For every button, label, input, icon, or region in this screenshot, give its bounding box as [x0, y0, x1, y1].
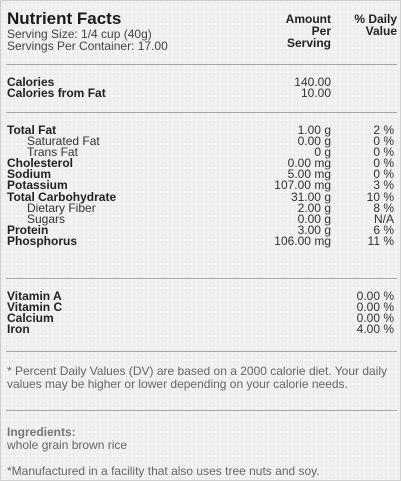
vitamin-row: Vitamin C 0.00 %	[7, 300, 397, 315]
fat-calories-label: Calories from Fat	[7, 86, 106, 101]
nutrient-daily-value: 0 %	[373, 156, 394, 171]
fat-calories-row: Calories from Fat 10.00	[7, 86, 397, 101]
daily-value-header: % Daily Value	[337, 13, 397, 37]
nutrient-daily-value: 6 %	[373, 222, 394, 237]
amount-header-line3: Serving	[286, 36, 331, 50]
nutrient-label: Cholesterol	[7, 156, 74, 171]
nutrient-row: Trans Fat 0 g 0 %	[7, 145, 397, 160]
divider	[6, 351, 397, 352]
ingredients-text: whole grain brown rice	[7, 438, 128, 452]
nutrient-label: Saturated Fat	[27, 134, 100, 149]
amount-per-serving-header: Amount Per Serving	[261, 13, 331, 49]
nutrient-label: Sugars	[27, 211, 66, 226]
nutrient-row: Protein 3.00 g 6 %	[7, 222, 397, 237]
vitamins-section: Vitamin A 0.00 % Vitamin C 0.00 % Calcium 0.0…	[7, 289, 397, 337]
amount-header-line2: Per	[311, 24, 331, 38]
nutrient-daily-value: 11 %	[367, 233, 394, 248]
vitamin-label: Vitamin C	[7, 300, 63, 315]
nutrient-row: Sodium 5.00 mg 0 %	[7, 167, 397, 182]
vitamin-label: Vitamin A	[7, 289, 62, 303]
nutrient-daily-value: 8 %	[373, 200, 394, 215]
nutrient-amount: 106.00 mg	[274, 233, 331, 248]
nutrient-amount: 0.00 mg	[287, 156, 331, 171]
nutrient-row: Dietary Fiber 2.00 g 8 %	[7, 200, 397, 215]
divider	[6, 278, 397, 279]
nutrient-label: Dietary Fiber	[27, 200, 96, 215]
nutrient-daily-value: 0 %	[373, 145, 394, 160]
nutrient-row: Total Carbohydrate 31.00 g 10 %	[7, 189, 397, 204]
calories-section: Calories 140.00 Calories from Fat 10.00	[7, 75, 397, 101]
nutrient-daily-value: 10 %	[366, 189, 394, 204]
vitamin-daily-value: 0.00 %	[356, 311, 394, 326]
nutrient-label: Trans Fat	[27, 145, 78, 160]
divider	[6, 112, 397, 113]
vitamin-label: Calcium	[7, 311, 54, 326]
nutrient-row: Cholesterol 0.00 mg 0 %	[7, 156, 397, 171]
nutrition-header: Nutrient Facts Serving Size: 1/4 cup (40…	[7, 9, 397, 59]
nutrient-amount: 2.00 g	[297, 200, 331, 215]
ingredients-heading: Ingredients:	[7, 425, 76, 439]
amount-header-line1: Amount	[285, 12, 331, 26]
nutrients-section: Total Fat 1.00 g 2 % Saturated Fat 0.00 g 0 %…	[7, 123, 397, 248]
fat-calories-value: 10.00	[300, 86, 331, 101]
vitamin-row: Calcium 0.00 %	[7, 311, 397, 326]
serving-size: Serving Size: 1/4 cup (40g)	[7, 27, 152, 41]
nutrient-amount: 1.00 g	[297, 123, 331, 137]
nutrient-amount: 31.00 g	[290, 189, 331, 204]
dv-header-line1: % Daily	[354, 12, 397, 26]
nutrient-label: Potassium	[7, 178, 68, 193]
nutrient-label: Phosphorus	[7, 233, 78, 248]
divider	[6, 64, 397, 65]
nutrient-label: Protein	[7, 222, 49, 237]
vitamin-row: Iron 4.00 %	[7, 322, 397, 337]
nutrient-amount: 0.00 g	[297, 211, 331, 226]
nutrient-label: Total Fat	[7, 123, 57, 137]
nutrient-row: Total Fat 1.00 g 2 %	[7, 123, 397, 137]
nutrient-amount: 5.00 mg	[287, 167, 331, 182]
calories-label: Calories	[7, 75, 55, 89]
facility-note: *Manufactured in a facility that also us…	[7, 464, 320, 478]
nutrient-daily-value: N/A	[373, 211, 394, 226]
nutrient-label: Total Carbohydrate	[7, 189, 117, 204]
vitamin-daily-value: 0.00 %	[356, 300, 394, 315]
vitamin-daily-value: 4.00 %	[356, 322, 394, 337]
nutrient-row: Saturated Fat 0.00 g 0 %	[7, 134, 397, 149]
nutrient-amount: 0 g	[314, 145, 331, 160]
calories-row: Calories 140.00	[7, 75, 397, 89]
divider	[6, 410, 397, 411]
vitamin-label: Iron	[7, 322, 30, 337]
nutrient-daily-value: 0 %	[373, 167, 394, 182]
servings-per-container: Servings Per Container: 17.00	[7, 39, 168, 53]
nutrient-amount: 0.00 g	[297, 134, 331, 149]
nutrient-label: Sodium	[7, 167, 51, 182]
nutrition-title: Nutrient Facts	[7, 9, 122, 28]
vitamin-daily-value: 0.00 %	[356, 289, 394, 303]
nutrient-row: Phosphorus 106.00 mg 11 %	[7, 233, 397, 248]
nutrient-amount: 107.00 mg	[274, 178, 331, 193]
vitamin-row: Vitamin A 0.00 %	[7, 289, 397, 303]
nutrient-row: Potassium 107.00 mg 3 %	[7, 178, 397, 193]
daily-value-footnote: * Percent Daily Values (DV) are based on…	[7, 364, 387, 391]
nutrient-daily-value: 3 %	[373, 178, 394, 193]
dv-header-line2: Value	[365, 24, 397, 38]
nutrient-daily-value: 0 %	[373, 134, 394, 149]
calories-value: 140.00	[294, 75, 331, 89]
nutrient-amount: 3.00 g	[297, 222, 331, 237]
nutrient-daily-value: 2 %	[373, 123, 394, 137]
nutrient-row: Sugars 0.00 g N/A	[7, 211, 397, 226]
